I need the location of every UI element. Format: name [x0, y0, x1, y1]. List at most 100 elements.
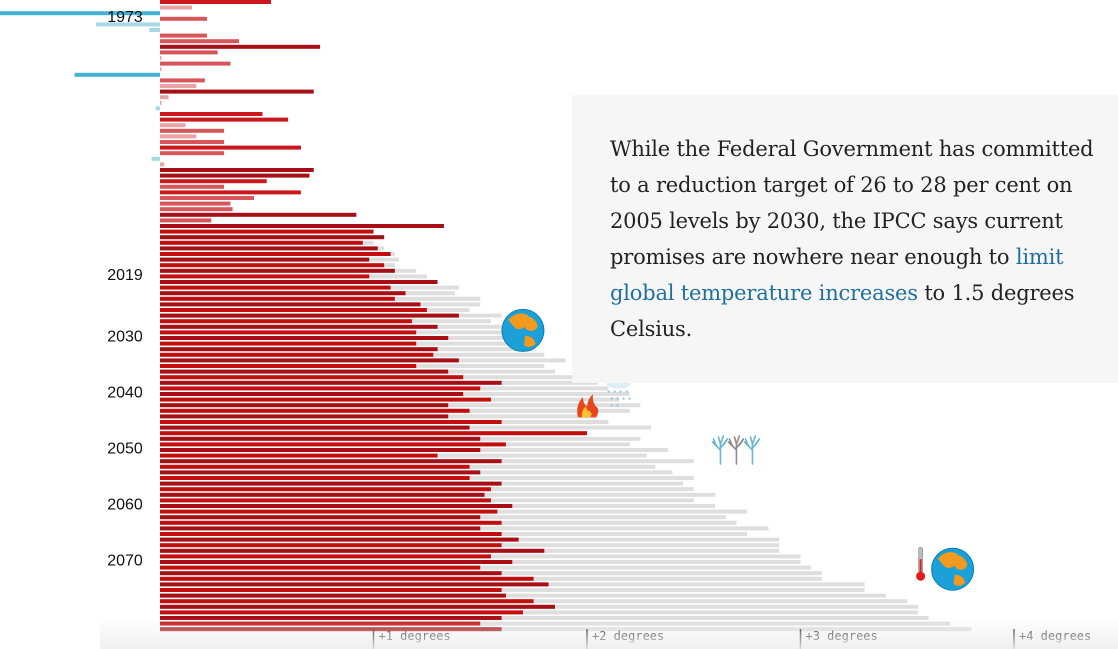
bar-actual-2049 [160, 436, 481, 441]
bar-historical-1979 [160, 44, 321, 49]
axis-background [100, 618, 1118, 649]
bar-actual-2046 [160, 420, 502, 424]
bar-historical-2007 [160, 201, 231, 206]
bar-actual-2035 [160, 358, 459, 363]
bar-actual-2015 [160, 246, 378, 251]
bar-historical-2005 [160, 190, 301, 195]
bar-actual-2078 [160, 599, 534, 604]
bar-actual-2024 [160, 296, 395, 301]
bar-historical-1986 [160, 84, 197, 88]
bar-actual-2053 [160, 459, 502, 464]
bar-actual-2044 [160, 408, 470, 413]
bar-actual-2027 [160, 313, 459, 318]
bar-actual-2023 [160, 291, 406, 296]
bar-actual-2042 [160, 397, 491, 402]
bar-actual-2072 [160, 565, 481, 570]
bar-historical-2002 [160, 173, 310, 178]
bar-actual-2047 [160, 425, 470, 430]
bar-historical-1995 [160, 134, 197, 139]
bar-historical-2011 [160, 224, 444, 228]
bar-actual-2055 [160, 470, 481, 475]
bar-actual-2061 [160, 504, 513, 508]
bar-actual-2014 [160, 240, 363, 245]
bar-actual-2021 [160, 280, 438, 284]
bar-actual-2065 [160, 526, 481, 531]
earth-globe-icon [501, 308, 545, 352]
globe-icon [931, 547, 975, 591]
callout-text: While the Federal Government has committ… [610, 131, 1108, 347]
bar-actual-2025 [160, 302, 421, 307]
bar-historical-1999 [151, 156, 160, 161]
bar-historical-1982 [160, 61, 231, 66]
bar-historical-2010 [160, 218, 212, 223]
bar-actual-2033 [160, 347, 438, 352]
bar-actual-2017 [160, 257, 370, 262]
bar-actual-2019 [160, 268, 395, 273]
bar-historical-1997 [160, 145, 301, 150]
bar-actual-2041 [160, 392, 464, 396]
bar-actual-2076 [160, 588, 502, 592]
bar-actual-2077 [160, 593, 506, 598]
wildfire-icon [577, 394, 599, 418]
bar-historical-1975 [95, 22, 160, 27]
bar-actual-2036 [160, 364, 417, 368]
bar-actual-2030 [160, 330, 417, 335]
bar-actual-2032 [160, 341, 417, 346]
callout-link[interactable]: limit global temperature increases [610, 245, 1064, 305]
bar-actual-2060 [160, 498, 491, 503]
thermometer-globe-icon [916, 546, 926, 581]
year-label-2060: 2060 [107, 496, 143, 513]
bar-historical-1974 [160, 16, 207, 21]
bar-actual-2068 [160, 543, 502, 548]
bar-actual-2067 [160, 537, 519, 542]
bar-actual-2075 [160, 582, 549, 587]
bar-historical-1987 [160, 89, 314, 94]
bar-actual-2051 [160, 448, 481, 452]
bar-historical-1983 [160, 67, 162, 72]
bar-historical-1971 [160, 0, 272, 4]
bar-historical-1994 [160, 128, 225, 133]
bar-historical-1972 [160, 5, 193, 10]
bar-historical-1989 [160, 100, 162, 105]
callout-text-start: While the Federal Government has committ… [610, 137, 1094, 269]
year-label-1973: 1973 [107, 9, 143, 26]
bar-actual-2059 [160, 492, 485, 497]
bar-actual-2074 [160, 576, 534, 581]
bar-actual-2029 [160, 324, 438, 329]
bar-historical-1991 [160, 112, 263, 116]
bar-actual-2012 [160, 229, 374, 234]
bar-historical-1996 [160, 140, 225, 144]
bar-projection-2077 [160, 593, 886, 598]
bar-actual-2016 [160, 252, 391, 256]
bar-historical-2004 [160, 184, 225, 189]
bar-actual-2063 [160, 515, 481, 520]
bar-historical-2003 [160, 179, 267, 184]
bar-actual-2069 [160, 548, 545, 553]
bar-projection-2072 [160, 565, 812, 570]
bar-actual-2020 [160, 274, 370, 279]
bar-actual-2079 [160, 604, 555, 609]
bar-historical-1976 [149, 28, 160, 32]
bar-actual-2043 [160, 403, 449, 408]
bar-actual-2057 [160, 481, 502, 486]
bar-actual-2050 [160, 442, 506, 447]
bar-historical-1981 [160, 56, 162, 60]
bar-historical-1985 [160, 78, 205, 83]
bare-trees-icon [711, 435, 761, 465]
callout-text-end: to 1.5 degrees Celsius. [610, 281, 1075, 341]
bar-actual-2018 [160, 263, 385, 268]
bar-historical-1977 [160, 33, 207, 38]
bar-actual-2022 [160, 285, 391, 290]
year-label-2040: 2040 [107, 384, 143, 401]
bar-actual-2013 [160, 235, 385, 240]
bar-actual-2073 [160, 571, 502, 576]
bar-historical-2000 [160, 162, 165, 167]
bar-actual-2048 [160, 431, 587, 436]
bar-historical-1990 [155, 106, 160, 111]
year-labels: 1973 2019 2030 2040 2050 2060 2070 [107, 9, 143, 569]
bar-historical-1988 [160, 95, 169, 100]
bar-actual-2039 [160, 380, 502, 385]
bar-actual-2034 [160, 352, 434, 357]
bar-actual-2056 [160, 476, 470, 480]
bar-actual-2066 [160, 532, 502, 536]
